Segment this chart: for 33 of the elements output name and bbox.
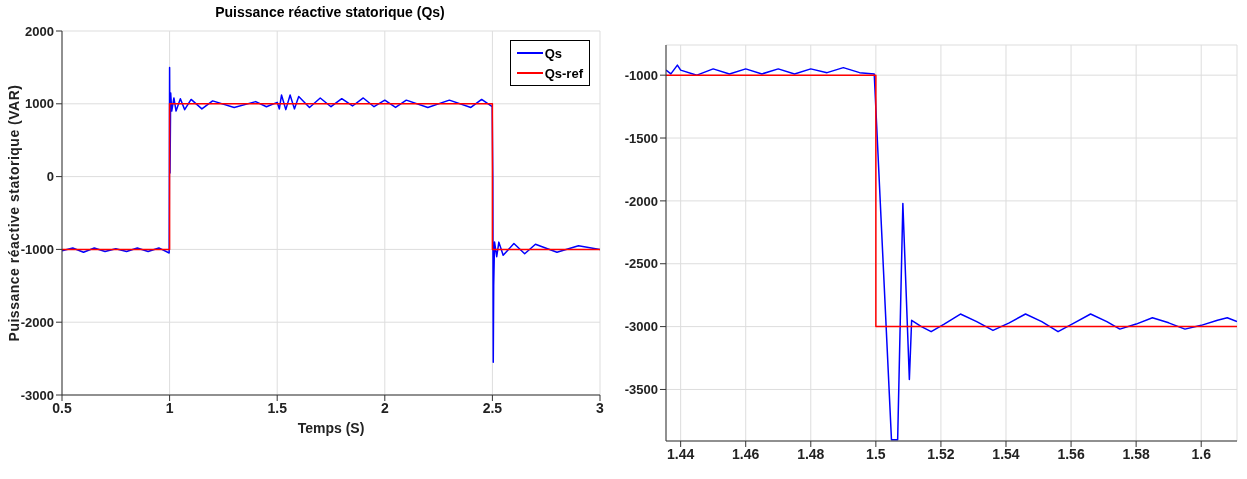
y-tick-label: -2000 xyxy=(20,314,54,330)
x-tick-label: 1.58 xyxy=(1122,445,1150,462)
line-series xyxy=(62,66,600,363)
y-tick-label: -2500 xyxy=(624,256,658,272)
x-tick-label: 1.5 xyxy=(267,399,288,416)
y-tick-label: -2000 xyxy=(624,193,658,209)
x-tick-label: 1.5 xyxy=(866,445,886,462)
x-tick-label: 1.46 xyxy=(732,445,760,462)
y-tick-label: -1000 xyxy=(624,67,658,83)
y-axis-title: Puissance réactive statorique (VAR) xyxy=(5,84,22,342)
x-tick-label: 3 xyxy=(596,399,605,416)
legend-label: Qs-ref xyxy=(544,65,583,81)
y-tick-label: -3000 xyxy=(20,387,54,403)
x-tick-label: 2.5 xyxy=(482,399,503,416)
y-tick-label: 2000 xyxy=(25,23,54,39)
x-tick-label: 1.56 xyxy=(1057,445,1085,462)
y-tick-label: -1000 xyxy=(20,242,54,258)
x-tick-label: 1.6 xyxy=(1191,445,1212,462)
x-tick-label: 0.5 xyxy=(52,399,72,416)
y-tick-label: 1000 xyxy=(25,96,54,112)
x-tick-label: 1.52 xyxy=(927,445,955,462)
legend-label: Qs xyxy=(544,45,563,61)
chart-title: Puissance réactive statorique (Qs) xyxy=(214,4,446,20)
x-tick-label: 1.48 xyxy=(797,445,825,462)
y-tick-label: -3000 xyxy=(624,319,658,335)
x-tick-label: 1.44 xyxy=(667,445,695,462)
y-tick-label: -1500 xyxy=(624,130,658,146)
y-tick-label: -3500 xyxy=(624,382,658,398)
x-axis-title: Temps (S) xyxy=(297,420,365,436)
x-tick-label: 2 xyxy=(380,399,389,416)
x-tick-label: 1.54 xyxy=(992,445,1020,462)
x-tick-label: 1 xyxy=(165,399,174,416)
y-tick-label: 0 xyxy=(46,169,54,185)
